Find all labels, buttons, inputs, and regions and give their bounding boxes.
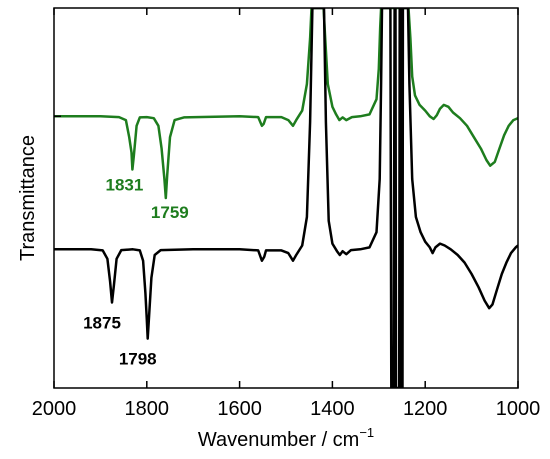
x-tick-label-1400: 1400 (310, 398, 355, 420)
x-axis-title-superscript: −1 (359, 425, 374, 440)
peak-label-1831: 1831 (106, 176, 144, 195)
series-line-2 (54, 8, 518, 388)
series-layer (54, 8, 518, 388)
x-tick-label-1200: 1200 (403, 398, 448, 420)
annotation-layer: 1831 1759 1875 1798 (83, 176, 189, 369)
x-tick-label-2000: 2000 (32, 398, 77, 420)
peak-label-1759: 1759 (151, 203, 189, 222)
peak-label-1875: 1875 (83, 314, 121, 333)
x-tick-label-1800: 1800 (125, 398, 170, 420)
tick-layer: 2000 1800 1600 1400 1200 1000 (32, 8, 541, 420)
series-line-1 (54, 8, 518, 200)
x-axis-title: Wavenumber / cm−1 (198, 425, 374, 451)
peak-label-1798: 1798 (119, 350, 157, 369)
x-axis-title-text: Wavenumber / cm (198, 429, 360, 451)
plot-frame (53, 7, 519, 389)
x-tick-label-1600: 1600 (217, 398, 262, 420)
y-axis-title: Transmittance (17, 135, 39, 261)
x-tick-label-1000: 1000 (496, 398, 541, 420)
